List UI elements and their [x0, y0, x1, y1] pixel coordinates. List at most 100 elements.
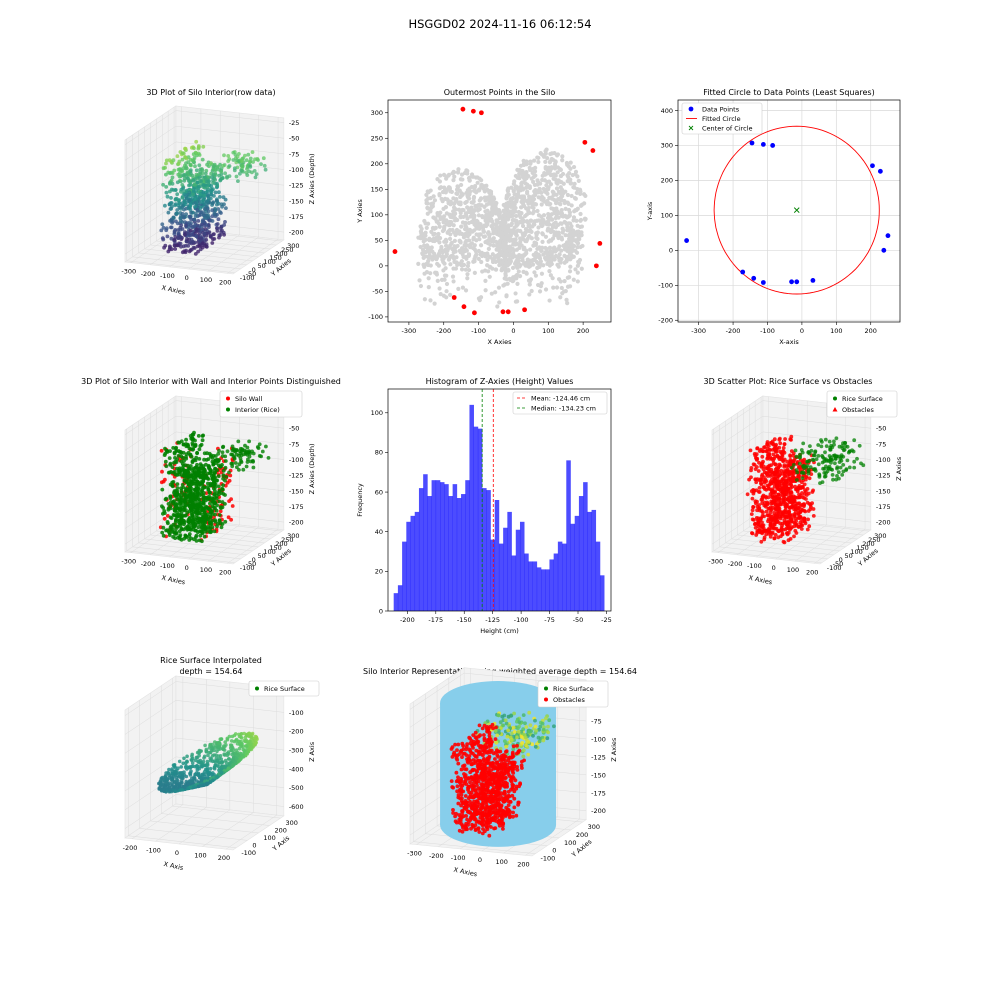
scatter-point-3d [175, 180, 180, 185]
scatter-point-3d [760, 454, 765, 459]
scatter-point [525, 263, 530, 268]
scatter-point [567, 236, 572, 242]
scatter-point-3d [195, 208, 200, 213]
scatter-point-3d [221, 473, 226, 478]
scatter-point-3d [776, 465, 781, 469]
scatter-point [510, 265, 516, 271]
scatter-point [579, 202, 585, 207]
scatter-point-3d [266, 456, 271, 460]
y-tick-label: 200 [275, 540, 287, 548]
scatter-point-3d [223, 459, 228, 463]
scatter-point [575, 270, 580, 275]
scatter-point-3d [250, 449, 255, 454]
scatter-point [429, 205, 434, 210]
scatter-point-3d [757, 490, 761, 494]
z-tick-label: -175 [289, 213, 304, 221]
scatter-point-3d [799, 527, 804, 531]
scatter-point-3d [777, 509, 782, 514]
scatter-point [470, 174, 476, 179]
scatter-point-3d [206, 524, 211, 529]
scatter-point-3d [161, 533, 166, 538]
p5-axes: -200 -175 -150 -125 -100 -75 -50 -2502040608010… [356, 377, 612, 635]
scatter-point-3d [167, 456, 172, 460]
scatter-point-3d [835, 466, 839, 471]
scatter-point-3d [200, 539, 204, 544]
scatter-point-3d [816, 462, 821, 467]
histogram-bar [444, 484, 449, 611]
grid-line [144, 538, 253, 552]
scatter-point [514, 213, 519, 219]
scatter-point-3d [173, 197, 178, 202]
scatter-point-3d [779, 479, 783, 484]
scatter-point [529, 176, 534, 181]
scatter-point [552, 245, 557, 250]
scatter-point-3d [804, 497, 808, 501]
scatter-point [476, 226, 481, 231]
scatter-point-3d [162, 509, 167, 513]
scatter-point [492, 207, 497, 212]
scatter-point-3d [193, 438, 197, 443]
scatter-point-3d [199, 463, 204, 468]
scatter-point [543, 172, 548, 177]
scatter-point-3d [832, 442, 836, 447]
scatter-point [489, 196, 495, 201]
z-tick-label: -100 [289, 709, 304, 717]
scatter-point-3d [174, 211, 179, 216]
scatter-point-3d [806, 517, 810, 522]
y-tick-label: 200 [274, 827, 286, 835]
scatter-point-3d [857, 443, 862, 448]
z-tick-label: -50 [289, 425, 300, 433]
y-tick-label: -100 [240, 564, 255, 572]
scatter-point [576, 178, 581, 183]
scatter-point [425, 206, 430, 211]
scatter-point-3d [168, 527, 172, 532]
scatter-point-3d [772, 511, 777, 515]
scatter-point-3d [250, 150, 255, 155]
x-tick-label: -50 [573, 616, 584, 624]
scatter-point-3d [233, 461, 238, 465]
y-tick-label: -100 [240, 274, 255, 282]
scatter-point-3d [197, 153, 202, 157]
scatter-point [441, 214, 447, 219]
data-point [760, 280, 766, 285]
scatter-point [543, 287, 549, 292]
scatter-point [441, 293, 446, 298]
scatter-point [444, 281, 450, 287]
scatter-point [574, 250, 580, 255]
scatter-point-3d [217, 499, 222, 504]
scatter-point-3d [234, 174, 239, 179]
x-tick-label: 100 [194, 852, 206, 860]
scatter-point-3d [216, 484, 221, 489]
data-point [684, 238, 690, 243]
scatter-point [477, 298, 482, 303]
scatter-point [522, 260, 527, 266]
scatter-point-3d [792, 534, 796, 539]
scatter-point [539, 202, 544, 207]
scatter-point-3d [187, 499, 192, 504]
scatter-point-3d [200, 245, 205, 250]
scatter-point-3d [189, 210, 194, 215]
z-tick-label: -50 [289, 135, 300, 143]
scatter-point-3d [794, 454, 799, 459]
scatter-point-3d [777, 469, 781, 474]
x-tick-label: -300 [121, 268, 136, 276]
x-tick-label: -125 [485, 616, 500, 624]
scatter-point-3d [793, 516, 798, 521]
scatter-point [520, 223, 526, 229]
scatter-point [467, 192, 472, 198]
scatter-point-3d [211, 167, 216, 172]
scatter-point-3d [216, 217, 221, 222]
scatter-point [499, 225, 504, 231]
scatter-point [457, 207, 462, 212]
scatter-point [534, 231, 539, 236]
scatter-point [521, 269, 526, 274]
grid-line [138, 542, 247, 556]
scatter-point-3d [235, 465, 239, 470]
scatter-point [565, 254, 570, 260]
scatter-point [573, 207, 578, 213]
scatter-point-3d [244, 451, 248, 456]
y-axis-label: Y Axies [356, 199, 364, 224]
scatter-point-3d [820, 480, 825, 484]
scatter-point-3d [201, 527, 206, 531]
z-tick-label: -150 [876, 487, 891, 495]
